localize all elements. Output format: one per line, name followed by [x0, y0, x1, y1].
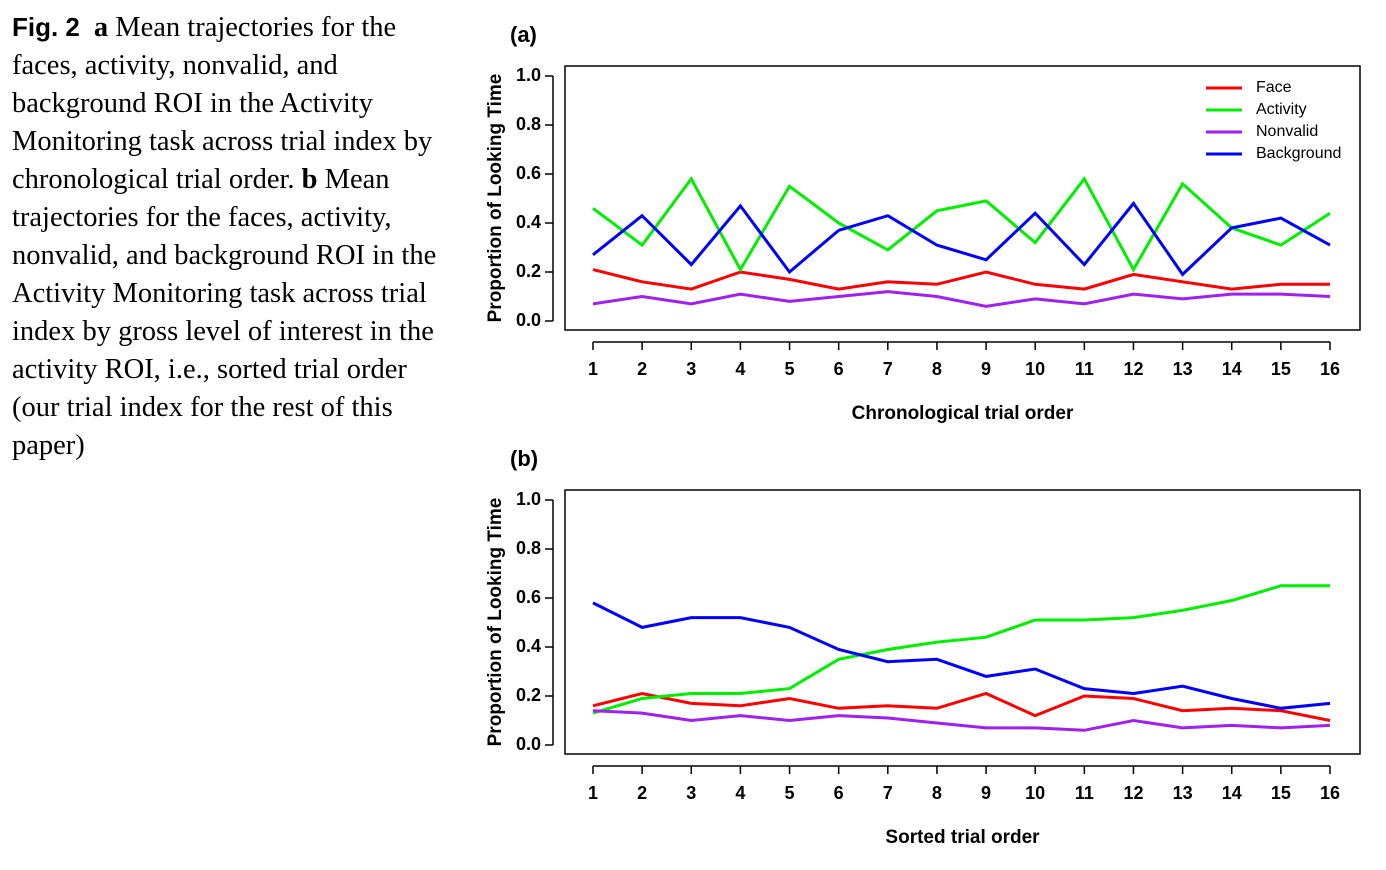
x-tick-label: 16 — [1320, 783, 1340, 803]
x-tick-label: 4 — [735, 783, 745, 803]
caption-part-b-text: Mean trajectories for the faces, activit… — [12, 164, 437, 461]
x-tick-label: 9 — [981, 359, 991, 379]
y-tick-label: 1.0 — [516, 65, 541, 85]
y-tick-label: 0.6 — [516, 587, 541, 607]
x-tick-label: 5 — [785, 783, 795, 803]
x-tick-label: 3 — [686, 783, 696, 803]
x-tick-label: 13 — [1173, 359, 1193, 379]
x-tick-label: 8 — [932, 783, 942, 803]
x-tick-label: 2 — [637, 783, 647, 803]
x-tick-label: 10 — [1025, 783, 1045, 803]
series-line-background — [592, 200, 1331, 277]
series-line-face — [592, 268, 1330, 291]
series-line-nonvalid — [592, 709, 1331, 732]
legend-label-background: Background — [1256, 145, 1341, 162]
caption-part-a-marker: a — [93, 12, 109, 43]
plot-frame — [564, 65, 1361, 331]
x-tick-label: 2 — [637, 359, 647, 379]
panel-label: (a) — [510, 22, 537, 47]
y-tick-label: 0.8 — [516, 538, 541, 558]
x-tick-label: 6 — [834, 359, 844, 379]
x-tick-label: 12 — [1123, 783, 1143, 803]
x-axis-label: Sorted trial order — [885, 827, 1040, 848]
x-tick-label: 11 — [1075, 783, 1094, 803]
x-tick-label: 9 — [981, 783, 991, 803]
series-line-activity — [592, 584, 1330, 715]
y-tick-label: 0.2 — [516, 685, 541, 705]
y-axis-label: Proportion of Looking Time — [485, 498, 506, 747]
x-tick-label: 12 — [1123, 359, 1143, 379]
x-tick-label: 14 — [1222, 783, 1242, 803]
x-tick-label: 8 — [932, 359, 942, 379]
x-tick-label: 4 — [735, 359, 745, 379]
y-tick-label: 0.4 — [516, 636, 541, 656]
x-tick-label: 15 — [1271, 359, 1291, 379]
figure-caption: Fig. 2 a Mean trajectories for the faces,… — [12, 8, 442, 465]
x-tick-label: 1 — [588, 359, 598, 379]
y-tick-label: 0.2 — [516, 261, 541, 281]
x-tick-label: 1 — [588, 783, 598, 803]
x-tick-label: 16 — [1320, 359, 1340, 379]
y-tick-label: 0.4 — [516, 212, 541, 232]
series-line-background — [592, 601, 1331, 710]
y-tick-label: 0.6 — [516, 163, 541, 183]
panel-label: (b) — [510, 446, 538, 471]
series-line-nonvalid — [592, 290, 1331, 308]
x-tick-label: 3 — [686, 359, 696, 379]
x-tick-label: 7 — [883, 359, 893, 379]
legend-label-activity: Activity — [1256, 101, 1307, 118]
x-tick-label: 11 — [1075, 359, 1094, 379]
plot-frame — [564, 489, 1361, 755]
x-tick-label: 15 — [1271, 783, 1291, 803]
x-tick-label: 6 — [834, 783, 844, 803]
y-tick-label: 0.8 — [516, 114, 541, 134]
y-tick-label: 0.0 — [516, 734, 541, 754]
x-axis-label: Chronological trial order — [852, 403, 1074, 424]
legend-label-nonvalid: Nonvalid — [1256, 123, 1318, 140]
series-line-activity — [592, 176, 1331, 273]
figure-label: Fig. 2 — [12, 12, 80, 42]
series-line-face — [592, 691, 1331, 722]
caption-part-b-marker: b — [301, 164, 318, 195]
x-tick-label: 10 — [1025, 359, 1045, 379]
y-tick-label: 0.0 — [516, 310, 541, 330]
legend-label-face: Face — [1256, 79, 1292, 96]
y-tick-label: 1.0 — [516, 489, 541, 509]
y-axis-label: Proportion of Looking Time — [485, 74, 506, 323]
caption-part-a-text: Mean trajectories for the faces, activit… — [12, 12, 433, 195]
x-tick-label: 13 — [1173, 783, 1193, 803]
x-tick-label: 5 — [785, 359, 795, 379]
x-tick-label: 14 — [1222, 359, 1242, 379]
x-tick-label: 7 — [883, 783, 893, 803]
